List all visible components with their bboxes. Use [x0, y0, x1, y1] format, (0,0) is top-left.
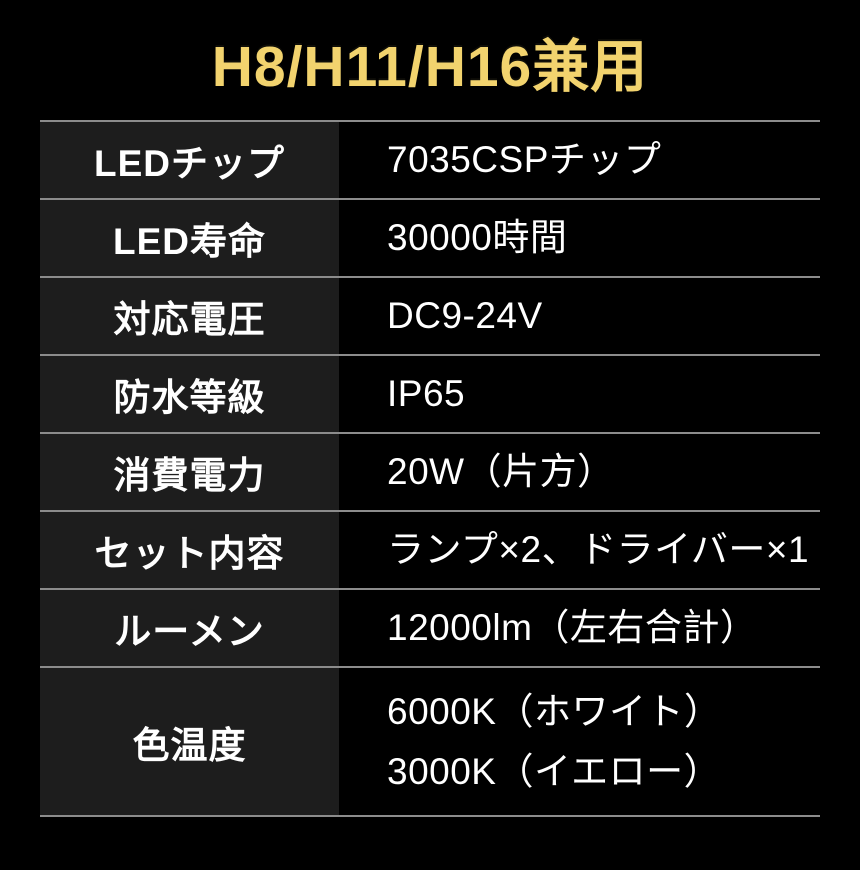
title-bar: H8/H11/H16兼用	[0, 0, 860, 120]
spec-label: ルーメン	[40, 590, 339, 666]
spec-value-text: 7035CSPチップ	[387, 139, 662, 180]
spec-value: 7035CSPチップ	[339, 122, 820, 198]
spec-value: 20W（片方）	[339, 434, 820, 510]
spec-row-lumen: ルーメン 12000lm（左右合計）	[40, 590, 820, 668]
spec-value-text: IP65	[387, 373, 466, 414]
spec-label: 防水等級	[40, 356, 339, 432]
spec-value-text-white: 6000K（ホワイト）	[387, 690, 722, 732]
spec-row-set-contents: セット内容 ランプ×2、ドライバー×1	[40, 512, 820, 590]
spec-value-text: ランプ×2、ドライバー×1	[387, 529, 810, 570]
spec-value-text: DC9-24V	[387, 295, 543, 336]
spec-value: 6000K（ホワイト） 3000K（イエロー）	[339, 668, 820, 815]
spec-row-color-temperature: 色温度 6000K（ホワイト） 3000K（イエロー）	[40, 668, 820, 817]
spec-value: IP65	[339, 356, 820, 432]
spec-value-text: 12000lm（左右合計）	[387, 607, 758, 648]
spec-row-power: 消費電力 20W（片方）	[40, 434, 820, 512]
spec-table: LEDチップ 7035CSPチップ LED寿命 30000時間 対応電圧 DC9…	[40, 120, 820, 817]
spec-value: ランプ×2、ドライバー×1	[339, 512, 820, 588]
spec-label: 対応電圧	[40, 278, 339, 354]
spec-label: LED寿命	[40, 200, 339, 276]
spec-value-text: 20W（片方）	[387, 451, 615, 492]
spec-label: セット内容	[40, 512, 339, 588]
spec-value: 30000時間	[339, 200, 820, 276]
spec-label: 消費電力	[40, 434, 339, 510]
spec-row-led-lifespan: LED寿命 30000時間	[40, 200, 820, 278]
spec-row-led-chip: LEDチップ 7035CSPチップ	[40, 122, 820, 200]
spec-row-voltage: 対応電圧 DC9-24V	[40, 278, 820, 356]
spec-value-text: 30000時間	[387, 217, 568, 258]
spec-value: 12000lm（左右合計）	[339, 590, 820, 666]
page-title: H8/H11/H16兼用	[211, 35, 649, 99]
spec-label: 色温度	[40, 668, 339, 815]
spec-value: DC9-24V	[339, 278, 820, 354]
spec-value-text-yellow: 3000K（イエロー）	[387, 750, 722, 792]
spec-row-waterproof: 防水等級 IP65	[40, 356, 820, 434]
spec-label: LEDチップ	[40, 122, 339, 198]
